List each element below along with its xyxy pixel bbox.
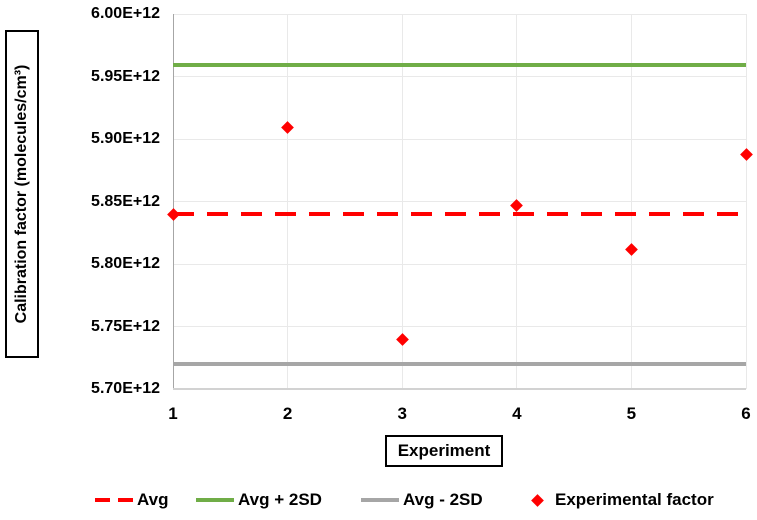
legend-label: Avg - 2SD <box>403 490 483 509</box>
ref-line-avg-2sd <box>173 63 746 68</box>
legend-label: Avg <box>137 490 169 509</box>
y-tick-label: 5.85E+12 <box>91 192 160 210</box>
legend-label: Experimental factor <box>555 490 714 509</box>
x-tick-label: 3 <box>397 404 407 423</box>
data-point-diamond <box>281 121 294 135</box>
legend-label: Avg + 2SD <box>238 490 322 509</box>
data-point-diamond <box>166 207 180 221</box>
legend-item-avg-2sd: Avg - 2SD <box>361 487 483 513</box>
legend-item-avg-2sd: Avg + 2SD <box>196 487 322 513</box>
vertical-gridline <box>745 14 747 389</box>
data-point-diamond <box>739 147 753 161</box>
x-tick-label: 1 <box>168 404 178 423</box>
plot-area <box>166 13 753 390</box>
vertical-gridline <box>401 14 403 389</box>
horizontal-gridline <box>173 326 746 327</box>
horizontal-gridline <box>173 76 746 77</box>
x-axis-title-box: Experiment <box>385 435 503 467</box>
data-point-diamond <box>625 242 638 256</box>
ref-line-avg-2sd <box>173 362 746 366</box>
y-tick-label: 5.75E+12 <box>91 317 160 335</box>
x-axis-title: Experiment <box>397 441 491 460</box>
y-axis-title: Calibration factor (molecules/cm³) <box>13 64 30 324</box>
legend-item-avg: Avg <box>95 487 169 513</box>
legend-line-swatch <box>196 498 234 502</box>
horizontal-gridline <box>173 138 746 140</box>
x-tick-label: 4 <box>512 404 522 423</box>
y-tick-label: 5.80E+12 <box>91 255 160 272</box>
vertical-gridline <box>630 14 632 389</box>
vertical-gridline <box>287 14 289 389</box>
ref-line-avg <box>173 212 746 216</box>
horizontal-gridline <box>173 201 746 202</box>
y-tick-label: 5.90E+12 <box>91 130 160 147</box>
x-tick-label: 6 <box>741 404 751 423</box>
legend-line-swatch <box>95 498 133 502</box>
y-tick-label: 6.00E+12 <box>91 5 160 22</box>
legend-line-swatch <box>361 498 399 502</box>
y-axis-line <box>173 14 174 389</box>
legend-diamond-swatch <box>531 493 544 507</box>
y-axis-title-box: Calibration factor (molecules/cm³) <box>5 30 39 358</box>
y-tick-label: 5.70E+12 <box>91 380 160 397</box>
horizontal-gridline <box>173 13 746 15</box>
x-tick-label: 2 <box>282 404 293 423</box>
legend-item-experimental-factor: Experimental factor <box>531 487 714 513</box>
data-point-diamond <box>395 332 409 346</box>
x-tick-label: 5 <box>626 404 637 423</box>
x-axis-line <box>173 388 746 390</box>
y-tick-label: 5.95E+12 <box>91 67 160 85</box>
horizontal-gridline <box>173 263 746 265</box>
